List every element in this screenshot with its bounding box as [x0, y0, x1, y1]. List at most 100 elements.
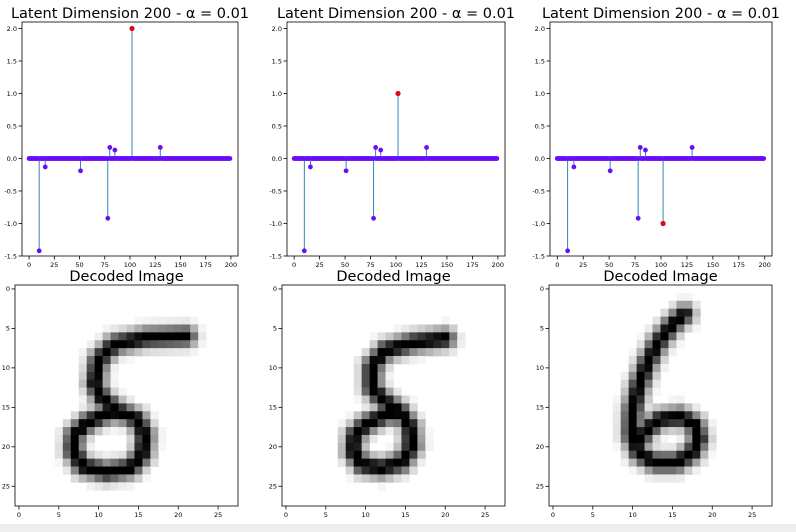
- decoded-image-title-2: Decoded Image: [603, 269, 717, 285]
- pixel: [369, 434, 378, 444]
- pixel: [684, 458, 693, 467]
- pixel: [369, 356, 378, 365]
- stem-marker: [424, 145, 429, 150]
- pixel: [644, 371, 653, 381]
- stem-marker: [112, 147, 118, 153]
- pixel: [361, 403, 370, 412]
- pixel: [385, 458, 394, 467]
- pixel: [62, 419, 72, 428]
- pixel: [94, 387, 103, 396]
- pixel: [636, 466, 645, 475]
- pixel: [660, 348, 669, 357]
- pixel: [126, 419, 135, 428]
- x-tick-label: 10: [94, 511, 102, 519]
- decoded-image-title-1: Decoded Image: [336, 269, 450, 285]
- pixel: [102, 387, 111, 396]
- pixel: [353, 371, 362, 381]
- pixel: [385, 450, 394, 459]
- pixel: [441, 324, 450, 333]
- pixel: [361, 356, 370, 365]
- pixel: [118, 474, 127, 483]
- pixel: [652, 324, 661, 333]
- pixel: [636, 387, 645, 396]
- pixel: [134, 411, 143, 420]
- pixel: [134, 332, 143, 341]
- pixel: [660, 363, 669, 373]
- pixel: [644, 442, 653, 452]
- pixel: [628, 363, 637, 373]
- y-tick-label: -1.0: [532, 220, 545, 228]
- pixel: [409, 442, 418, 452]
- pixel: [86, 379, 95, 388]
- pixel: [54, 434, 64, 444]
- pixel: [78, 434, 88, 444]
- pixel: [652, 363, 661, 373]
- x-tick-label: 50: [605, 261, 613, 269]
- y-tick-label: 0: [6, 285, 10, 293]
- pixel: [684, 419, 693, 428]
- pixel: [126, 332, 135, 341]
- pixel: [417, 340, 426, 349]
- pixel: [620, 403, 629, 412]
- pixel: [612, 395, 622, 404]
- pixel: [62, 466, 72, 475]
- pixel: [361, 450, 370, 459]
- pixel: [369, 427, 378, 436]
- pixel: [126, 434, 135, 444]
- plot-frame: [286, 21, 506, 257]
- pixel: [377, 474, 386, 483]
- pixel: [118, 458, 127, 467]
- pixel: [660, 427, 669, 436]
- pixel: [134, 419, 143, 428]
- pixel: [668, 395, 677, 404]
- pixel: [433, 324, 442, 333]
- pixel: [190, 332, 199, 341]
- pixel: [620, 387, 629, 396]
- pixel: [636, 411, 645, 420]
- pixel: [676, 427, 685, 436]
- pixel: [612, 403, 622, 412]
- pixel: [126, 411, 135, 420]
- stem-plot-title-2: Latent Dimension 200 - α = 0.01: [542, 6, 780, 22]
- x-tick-label: 15: [134, 511, 142, 519]
- pixel: [102, 363, 111, 373]
- plot-frame: [549, 21, 773, 257]
- pixel: [628, 427, 637, 436]
- x-tick-label: 20: [441, 511, 449, 519]
- pixel: [110, 474, 119, 483]
- pixel: [644, 340, 653, 349]
- pixel-grid: [612, 292, 717, 483]
- pixel: [433, 332, 442, 341]
- y-tick-label: -1.0: [4, 220, 17, 228]
- pixel: [620, 411, 629, 420]
- pixel: [620, 434, 629, 444]
- pixel: [417, 442, 426, 452]
- pixel: [628, 348, 637, 357]
- pixel: [417, 458, 426, 467]
- pixel: [345, 411, 355, 420]
- x-tick-label: 100: [655, 261, 667, 269]
- pixel: [118, 387, 127, 396]
- pixel: [425, 340, 434, 349]
- pixel: [644, 466, 653, 475]
- pixel: [70, 466, 80, 475]
- pixel: [401, 356, 410, 365]
- pixel: [417, 348, 426, 357]
- y-tick-label: 1.5: [7, 57, 17, 65]
- pixel: [676, 395, 685, 404]
- pixel: [142, 434, 151, 444]
- x-tick-label: 10: [628, 511, 636, 519]
- pixel: [684, 427, 693, 436]
- y-tick-label: 15: [2, 404, 10, 412]
- pixel: [142, 474, 151, 483]
- pixel: [449, 348, 458, 357]
- pixel: [700, 411, 709, 420]
- pixel: [158, 348, 167, 357]
- pixel: [102, 450, 111, 459]
- pixel: [369, 387, 378, 396]
- pixel: [652, 403, 661, 412]
- y-tick-label: 1.0: [535, 90, 545, 98]
- pixel: [158, 434, 167, 444]
- pixel: [190, 324, 199, 333]
- pixel: [94, 356, 103, 365]
